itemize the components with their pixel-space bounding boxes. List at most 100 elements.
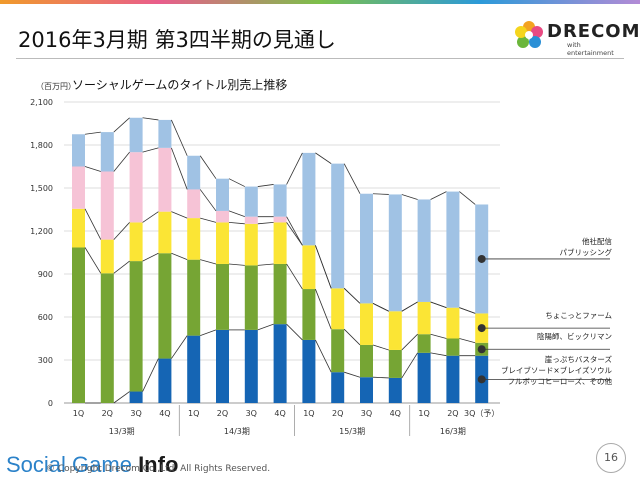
- bar-segment: [158, 253, 172, 359]
- y-tick-label: 2,100: [30, 98, 53, 107]
- y-tick-label: 0: [48, 399, 53, 408]
- connector-line: [200, 217, 217, 223]
- legend-dot: [477, 345, 486, 354]
- bar-segment: [100, 171, 114, 240]
- legend-dot: [477, 375, 486, 384]
- bar-segment: [417, 334, 431, 353]
- legend-label: 崖っぷちバスターズ: [545, 354, 613, 364]
- connector-line: [286, 263, 303, 290]
- chart-title: ソーシャルゲームのタイトル別売上推移: [72, 78, 288, 92]
- bar-segment: [302, 152, 316, 246]
- bar-segment: [216, 263, 229, 330]
- connector-line: [171, 252, 188, 261]
- bar-segment: [302, 289, 316, 340]
- bar-segment: [158, 358, 172, 403]
- connector-line: [228, 263, 245, 266]
- bar-segment: [72, 208, 85, 248]
- bar-segment: [187, 189, 201, 219]
- legend-label: ブレイブソード×ブレイズソウル: [501, 365, 613, 375]
- bar-segment: [129, 391, 143, 403]
- connector-line: [372, 193, 389, 195]
- bar-segment: [446, 338, 460, 356]
- period-label: 15/3期: [339, 427, 365, 436]
- connector-line: [113, 260, 130, 274]
- bar-segment: [216, 210, 229, 223]
- period-label: 16/3期: [440, 427, 466, 436]
- connector-line: [430, 301, 447, 309]
- bar-segment: [244, 223, 258, 266]
- x-tick-label: 4Q: [274, 409, 285, 418]
- connector-line: [228, 222, 245, 225]
- bar-segment: [273, 222, 287, 264]
- x-tick-label: 2Q: [332, 409, 343, 418]
- x-tick-label: 1Q: [73, 409, 84, 418]
- bar-segment: [100, 132, 114, 172]
- bar-segment: [129, 261, 143, 392]
- bar-segment: [360, 344, 373, 378]
- bar-segment: [158, 211, 172, 254]
- connector-line: [200, 329, 217, 337]
- watermark: Social Game Info: [6, 452, 178, 478]
- connector-line: [171, 119, 188, 156]
- top-color-bar: [0, 0, 640, 4]
- bar-segment: [244, 329, 258, 403]
- bar-segment: [72, 134, 85, 167]
- bar-segment: [273, 216, 287, 223]
- connector-line: [315, 339, 332, 373]
- bar-segment: [273, 263, 287, 325]
- connector-line: [257, 222, 274, 225]
- legend-label: フルボッコヒーローズ、その他: [507, 376, 612, 386]
- y-tick-label: 600: [38, 313, 53, 322]
- x-tick-label: 2Q: [102, 409, 113, 418]
- connector-line: [142, 211, 159, 223]
- y-tick-label: 1,800: [30, 141, 53, 150]
- connector-line: [430, 352, 447, 357]
- period-label: 13/3期: [109, 427, 135, 436]
- bar-segment: [158, 147, 172, 212]
- connector-line: [171, 335, 188, 359]
- bar-segment: [417, 199, 431, 302]
- connector-line: [459, 191, 476, 205]
- connector-line: [430, 333, 447, 339]
- bar-segment: [244, 216, 258, 224]
- connector-line: [113, 151, 130, 172]
- bar-segment: [331, 329, 345, 373]
- connector-line: [343, 163, 361, 194]
- bar-segment: [388, 349, 402, 378]
- bar-segment: [446, 307, 460, 339]
- connector-line: [142, 252, 159, 262]
- bar-segment: [446, 191, 460, 308]
- bar-segment: [331, 163, 345, 289]
- connector-line: [372, 344, 389, 351]
- bar-segment: [187, 155, 201, 190]
- bar-segment: [129, 117, 143, 153]
- connector-line: [199, 155, 217, 179]
- bar-segment: [273, 184, 287, 217]
- bar-segment: [129, 222, 143, 262]
- y-tick-label: 1,200: [30, 227, 53, 236]
- logo-tagline: with entertainment: [567, 41, 614, 57]
- x-tick-label: 1Q: [188, 409, 199, 418]
- watermark-text-a: Social Game: [6, 452, 139, 477]
- period-label: 14/3期: [224, 427, 250, 436]
- x-tick-label: 3Q: [130, 409, 141, 418]
- connector-line: [286, 222, 303, 246]
- bar-segment: [100, 273, 114, 403]
- connector-line: [228, 178, 245, 187]
- bar-segment: [216, 329, 229, 403]
- connector-line: [344, 371, 361, 378]
- bar-segment: [388, 194, 402, 312]
- legend-label: ちょこっとファーム: [545, 311, 612, 320]
- connector-line: [459, 307, 476, 314]
- connector-line: [459, 338, 476, 344]
- bar-segment: [158, 119, 172, 148]
- connector-line: [142, 147, 159, 153]
- y-tick-label: 1,500: [30, 184, 53, 193]
- bar-segment: [331, 288, 345, 330]
- x-tick-label: 2Q: [447, 409, 458, 418]
- bar-segment: [446, 355, 460, 403]
- connector-line: [84, 208, 102, 240]
- x-tick-label: 3Q: [246, 409, 257, 418]
- bar-segment: [216, 178, 229, 211]
- connector-line: [84, 166, 101, 172]
